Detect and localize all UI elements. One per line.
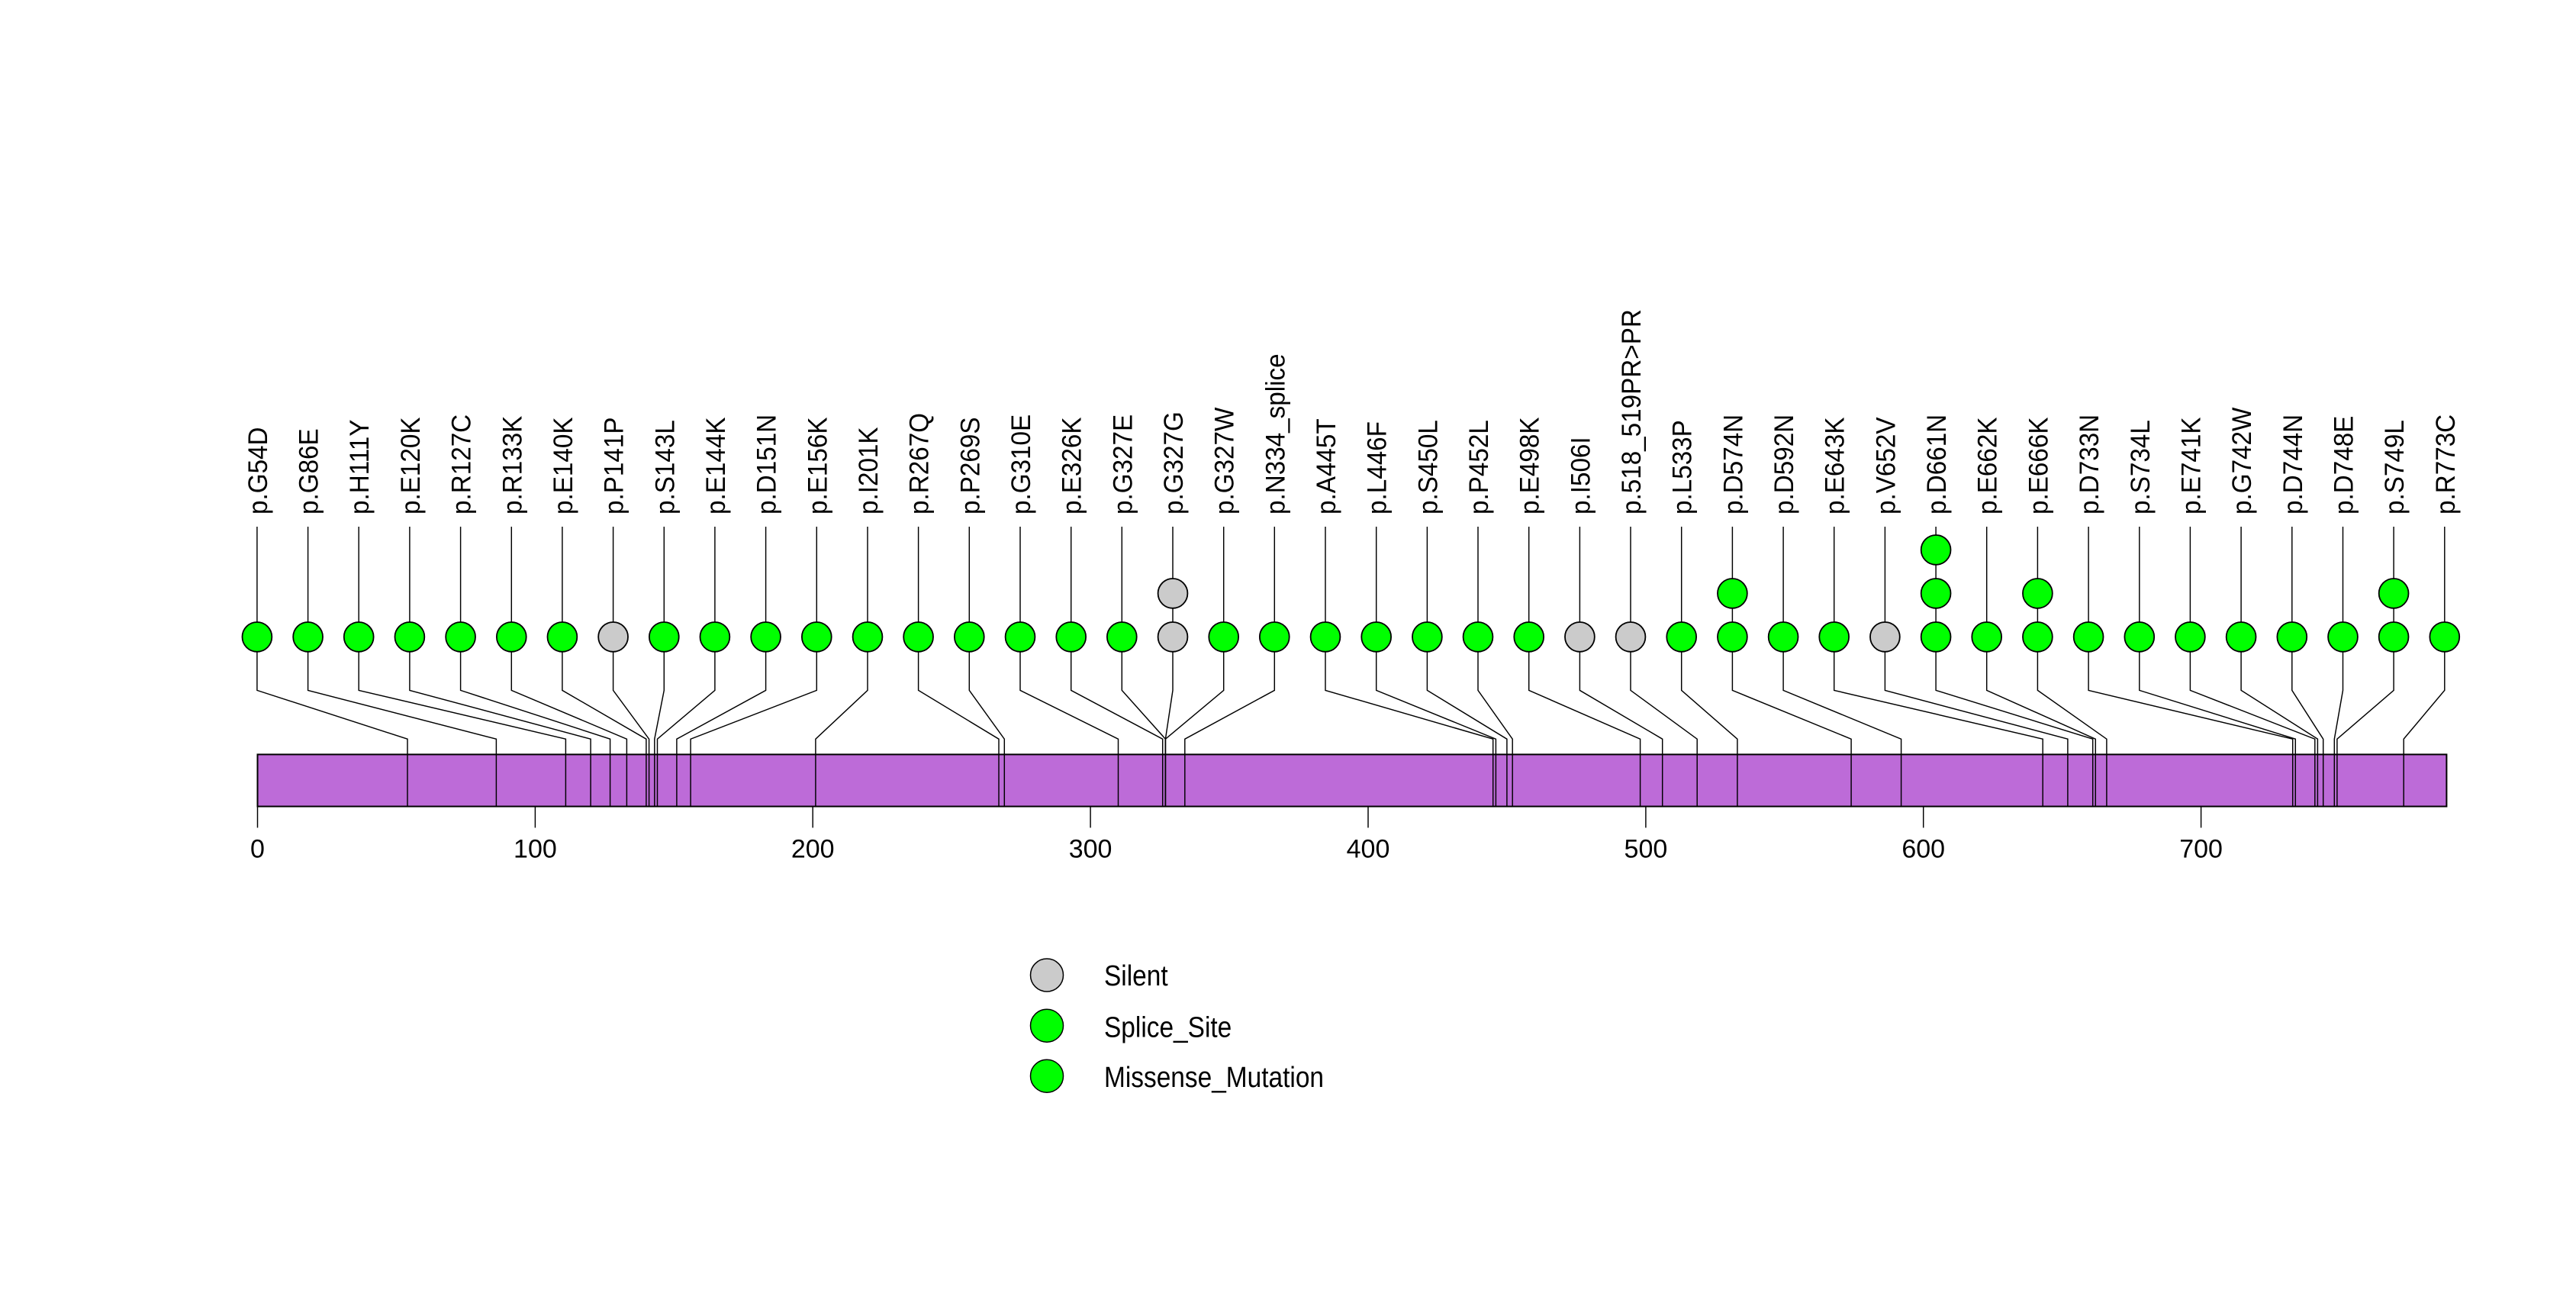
svg-text:p.D661N: p.D661N [1922,414,1952,514]
svg-text:p.E156K: p.E156K [803,417,833,514]
svg-text:200: 200 [791,834,835,863]
svg-text:400: 400 [1347,834,1390,863]
svg-text:p.D592N: p.D592N [1769,414,1799,514]
svg-text:p.G327G: p.G327G [1159,411,1189,514]
svg-text:p.P452L: p.P452L [1464,420,1494,514]
svg-text:p.D151N: p.D151N [752,414,782,514]
svg-text:300: 300 [1069,834,1113,863]
svg-text:p.D733N: p.D733N [2075,414,2104,514]
svg-text:Splice_Site: Splice_Site [1104,1011,1232,1043]
svg-text:p.518_519PR>PR: p.518_519PR>PR [1617,309,1647,514]
svg-text:p.E140K: p.E140K [549,417,578,514]
svg-text:p.H111Y: p.H111Y [345,419,375,514]
svg-text:p.I506I: p.I506I [1567,437,1596,514]
svg-text:p.E120K: p.E120K [396,417,426,514]
svg-text:0: 0 [250,834,265,863]
svg-text:p.N334_splice: p.N334_splice [1261,353,1291,514]
svg-text:p.L533P: p.L533P [1668,420,1698,514]
svg-text:p.D748E: p.D748E [2330,416,2359,514]
svg-text:p.S143L: p.S143L [651,420,681,514]
svg-text:p.E498K: p.E498K [1515,417,1545,514]
svg-text:p.V652V: p.V652V [1872,417,1901,514]
svg-text:600: 600 [1901,834,1945,863]
svg-text:p.A445T: p.A445T [1312,418,1341,514]
svg-text:p.S734L: p.S734L [2126,420,2156,514]
svg-text:p.L446F: p.L446F [1363,421,1393,514]
svg-text:p.G327E: p.G327E [1109,414,1138,514]
svg-text:700: 700 [2179,834,2223,863]
svg-text:Missense_Mutation: Missense_Mutation [1104,1061,1324,1093]
svg-text:p.E326K: p.E326K [1058,417,1087,514]
svg-text:p.G310E: p.G310E [1006,414,1036,514]
svg-text:p.I201K: p.I201K [854,427,884,514]
svg-text:p.P269S: p.P269S [956,417,986,514]
svg-text:p.E643K: p.E643K [1821,417,1850,514]
svg-text:p.S450L: p.S450L [1414,420,1444,514]
svg-text:p.G86E: p.G86E [295,428,324,514]
svg-text:p.R267Q: p.R267Q [905,413,935,514]
svg-text:p.R127C: p.R127C [447,414,477,514]
svg-text:p.D744N: p.D744N [2278,414,2308,514]
svg-text:p.G327W: p.G327W [1210,407,1240,514]
svg-text:p.E741K: p.E741K [2177,417,2207,514]
svg-text:p.E144K: p.E144K [701,417,731,514]
svg-text:p.R773C: p.R773C [2431,414,2461,514]
svg-text:500: 500 [1624,834,1668,863]
svg-text:p.R133K: p.R133K [498,415,528,514]
svg-text:p.G742W: p.G742W [2227,407,2257,514]
svg-text:p.D574N: p.D574N [1719,414,1749,514]
svg-text:p.E662K: p.E662K [1973,417,2003,514]
svg-text:p.G54D: p.G54D [243,427,273,514]
svg-text:100: 100 [514,834,557,863]
svg-text:p.P141P: p.P141P [600,417,630,514]
svg-text:Silent: Silent [1104,959,1168,992]
svg-text:p.S749L: p.S749L [2380,420,2410,514]
svg-text:p.E666K: p.E666K [2024,417,2054,514]
